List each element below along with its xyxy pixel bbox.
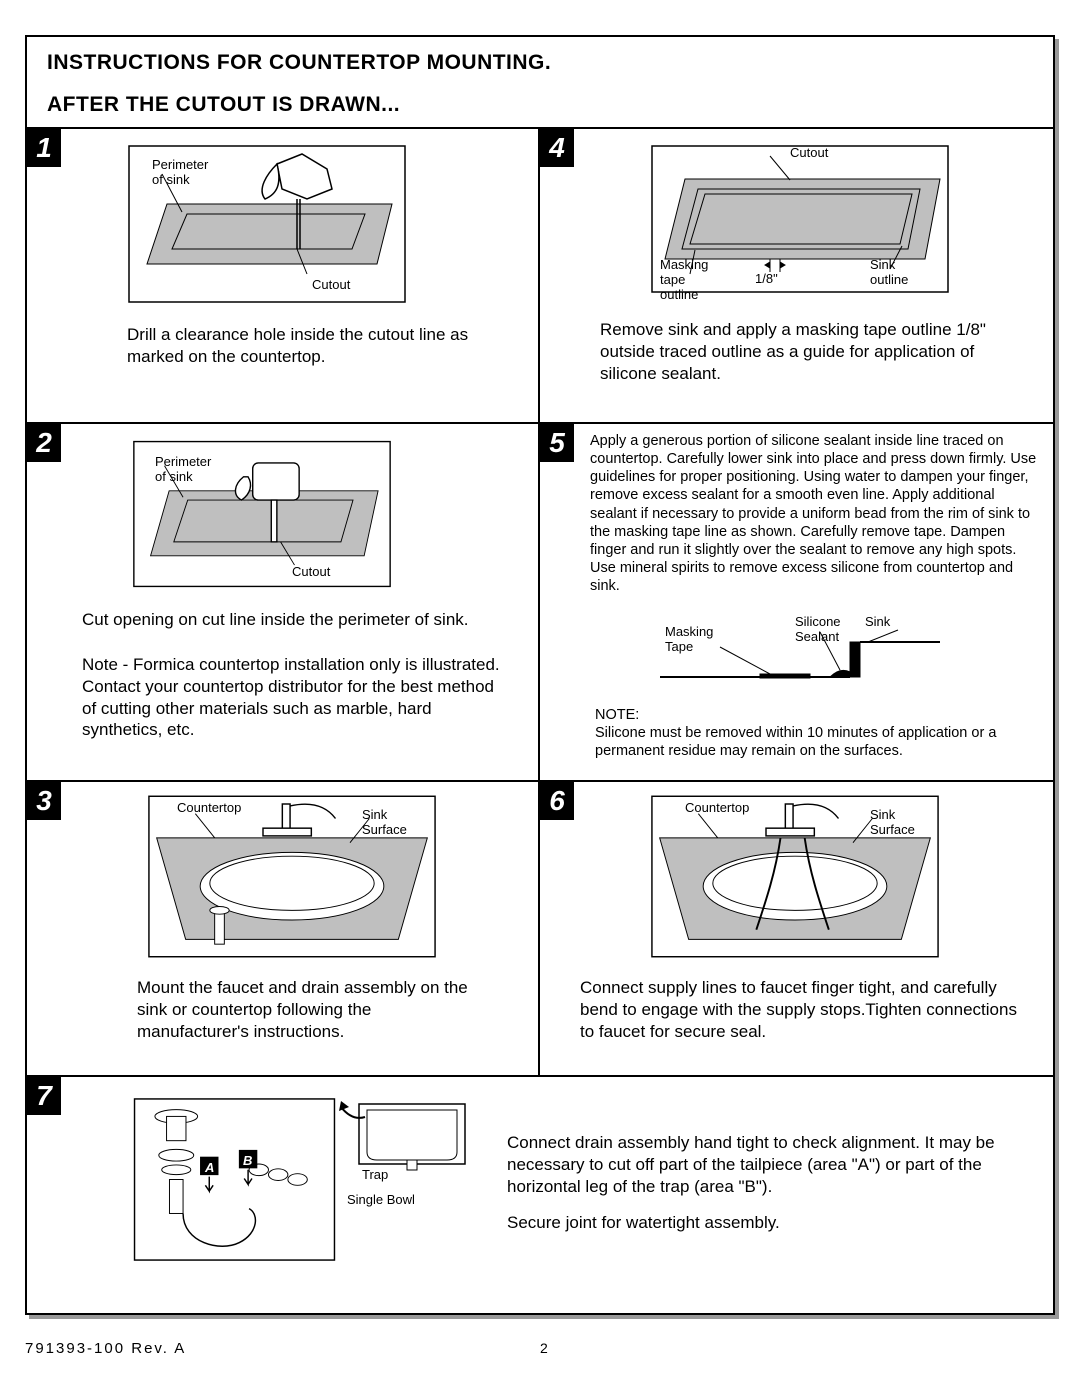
step-6: 6 Countertop Sink Surface Connect su bbox=[540, 782, 1053, 1077]
step-5-text: Apply a generous portion of silicone sea… bbox=[590, 432, 1040, 595]
step-number: 6 bbox=[540, 782, 574, 820]
label-cutout: Cutout bbox=[790, 145, 828, 160]
label-countertop: Countertop bbox=[685, 800, 749, 815]
label-sink: Sink bbox=[865, 614, 890, 629]
label-sink: Sink Surface bbox=[362, 807, 407, 837]
step-3-text: Mount the faucet and drain assembly on t… bbox=[137, 977, 477, 1042]
step-2-note: Note - Formica countertop installation o… bbox=[82, 654, 512, 741]
step-4-text: Remove sink and apply a masking tape out… bbox=[600, 319, 1020, 384]
step-7: 7 bbox=[27, 1077, 1053, 1292]
label-eighth: 1/8" bbox=[755, 271, 778, 286]
arrow-icon bbox=[337, 1099, 367, 1124]
label-cutout: Cutout bbox=[312, 277, 350, 292]
label-masking: Masking tape outline bbox=[660, 257, 708, 302]
step-number: 3 bbox=[27, 782, 61, 820]
step-2-text: Cut opening on cut line inside the perim… bbox=[82, 609, 512, 631]
step-number: 7 bbox=[27, 1077, 61, 1115]
header: INSTRUCTIONS FOR COUNTERTOP MOUNTING. AF… bbox=[27, 37, 1053, 129]
label-trap: Trap bbox=[362, 1167, 388, 1182]
step-6-text: Connect supply lines to faucet finger ti… bbox=[580, 977, 1035, 1042]
label-countertop: Countertop bbox=[177, 800, 241, 815]
label-bowl: Single Bowl bbox=[347, 1192, 415, 1207]
label-sealant: Silicone Sealant bbox=[795, 614, 841, 644]
step-5: 5 Apply a generous portion of silicone s… bbox=[540, 424, 1053, 782]
step-1: 1 Perimeter of sink Cu bbox=[27, 129, 540, 424]
steps-grid: 1 Perimeter of sink Cu bbox=[27, 129, 1053, 1294]
subtitle: AFTER THE CUTOUT IS DRAWN... bbox=[47, 93, 1033, 117]
label-a: A bbox=[205, 1160, 214, 1175]
step-5-note-head: NOTE: bbox=[595, 706, 639, 724]
label-sink: Sink Surface bbox=[870, 807, 915, 837]
step-2: 2 Perimeter of sink Cutout Cut opening o… bbox=[27, 424, 540, 782]
step-number: 4 bbox=[540, 129, 574, 167]
footer-revision: 791393-100 Rev. A bbox=[25, 1340, 186, 1389]
footer-page-number: 2 bbox=[540, 1340, 548, 1356]
title: INSTRUCTIONS FOR COUNTERTOP MOUNTING. bbox=[47, 51, 1033, 75]
step-5-note: Silicone must be removed within 10 minut… bbox=[595, 724, 1045, 760]
step-number: 5 bbox=[540, 424, 574, 462]
step-7-text2: Secure joint for watertight assembly. bbox=[507, 1212, 1027, 1234]
step-7-drain-illustration bbox=[132, 1097, 337, 1262]
step-1-text: Drill a clearance hole inside the cutout… bbox=[127, 324, 487, 368]
label-sink-outline: Sink outline bbox=[870, 257, 908, 287]
label-masking-tape: Masking Tape bbox=[665, 624, 713, 654]
label-cutout: Cutout bbox=[292, 564, 330, 579]
label-perimeter: Perimeter of sink bbox=[152, 157, 208, 187]
step-number: 2 bbox=[27, 424, 61, 462]
page-frame: INSTRUCTIONS FOR COUNTERTOP MOUNTING. AF… bbox=[25, 35, 1055, 1315]
step-7-text1: Connect drain assembly hand tight to che… bbox=[507, 1132, 1027, 1197]
label-b: B bbox=[243, 1153, 252, 1168]
step-3: 3 Countertop bbox=[27, 782, 540, 1077]
step-4: 4 Cutout Masking tape outline 1/8" Sink … bbox=[540, 129, 1053, 424]
label-perimeter: Perimeter of sink bbox=[155, 454, 211, 484]
step-number: 1 bbox=[27, 129, 61, 167]
